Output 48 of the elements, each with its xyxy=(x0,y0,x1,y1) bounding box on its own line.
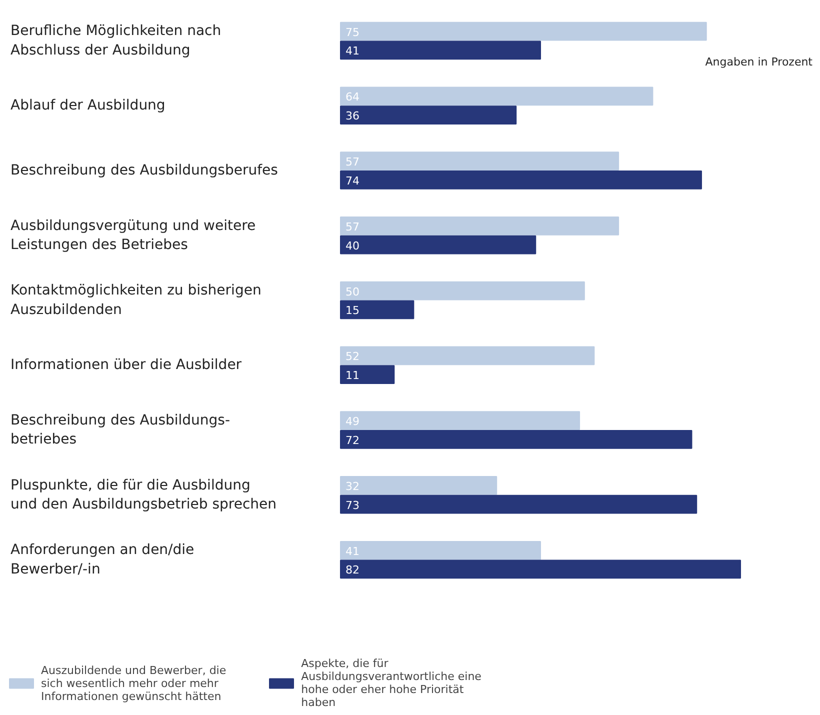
data-label: 50 xyxy=(346,285,360,298)
bar xyxy=(340,560,741,579)
bar xyxy=(340,476,498,495)
y-tick-label: Beschreibung des Ausbildungs-betriebes xyxy=(10,412,230,448)
data-label: 15 xyxy=(346,304,360,318)
data-label: 74 xyxy=(346,174,360,188)
bar xyxy=(340,346,595,366)
data-label: 73 xyxy=(346,498,360,512)
data-label: 64 xyxy=(346,90,360,104)
annotation: Angaben in Prozent xyxy=(705,56,814,68)
y-tick-label: Kontaktmöglichkeiten zu bisherigen Auszubildenden xyxy=(10,282,262,318)
data-label: 52 xyxy=(346,350,360,364)
y-tick-label: Pluspunkte, die für die Ausbildung und den Ausbildungsbetrieb sprechen xyxy=(10,477,277,512)
y-tick-label: Anforderungen an den/die Bewerber/-in xyxy=(10,542,194,578)
bar xyxy=(340,106,517,124)
legend-label: Aspekte, die für Ausbildungsverantwortliche eine hohe oder eher hohe Priorität haben xyxy=(301,657,482,709)
bar xyxy=(340,22,707,41)
bar xyxy=(340,152,620,171)
data-label: 49 xyxy=(346,415,360,428)
bar xyxy=(340,494,698,514)
bar xyxy=(340,281,585,300)
bar xyxy=(340,216,620,236)
data-label: 32 xyxy=(346,480,360,493)
y-tick-label: Informationen über die Ausbilder xyxy=(10,357,242,374)
y-tick-label: Beschreibung des Ausbildungsberufes xyxy=(10,162,278,178)
bar xyxy=(340,300,414,320)
data-label: 57 xyxy=(346,156,360,169)
bar xyxy=(340,540,541,560)
bar xyxy=(340,411,580,430)
bar xyxy=(340,170,702,190)
data-label: 41 xyxy=(346,44,360,58)
data-label: 40 xyxy=(346,239,360,252)
data-label: 36 xyxy=(346,110,360,123)
bar xyxy=(340,365,395,384)
bar xyxy=(340,235,536,254)
data-label: 82 xyxy=(346,564,360,577)
data-label: 57 xyxy=(346,220,360,234)
legend-label: Auszubildende und Bewerber, die sich wesentlich mehr oder mehr Informationen gewünscht hätten xyxy=(41,664,226,702)
bar xyxy=(340,40,541,60)
y-tick-label: Ausbildungsvergütung und weitere Leistungen des Betriebes xyxy=(10,218,256,253)
bar xyxy=(340,430,692,449)
data-label: 11 xyxy=(346,369,360,382)
y-tick-label: Berufliche Möglichkeiten nach Abschluss der Ausbildung xyxy=(10,23,222,58)
data-label: 41 xyxy=(346,544,360,558)
bar xyxy=(340,86,654,106)
data-label: 72 xyxy=(346,434,360,447)
data-label: 75 xyxy=(346,26,360,39)
y-tick-label: Ablauf der Ausbildung xyxy=(10,98,166,114)
